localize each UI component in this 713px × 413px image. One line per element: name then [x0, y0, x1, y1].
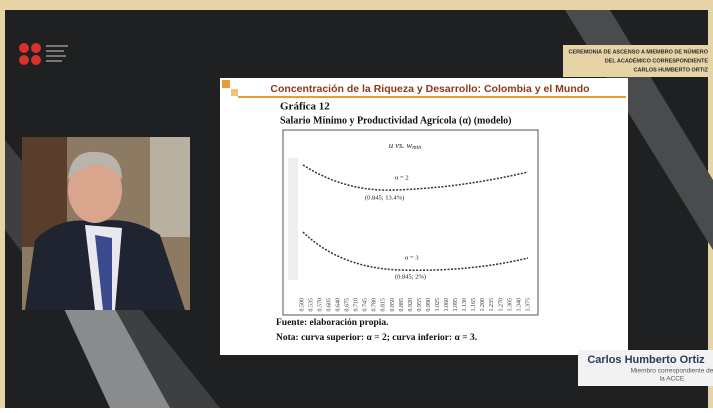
- figure-title: Salario Mínimo y Productividad Agrícola …: [280, 115, 512, 126]
- curve: [302, 231, 529, 271]
- chart-title: u vs. wmin: [389, 140, 421, 151]
- x-tick-label: 0.500: [299, 298, 305, 312]
- speaker-name: Carlos Humberto Ortiz: [587, 354, 705, 366]
- banner: [563, 45, 713, 77]
- banner-line: DEL ACADÉMICO CORRESPONDIENTE: [605, 56, 709, 64]
- slide-header: Concentración de la Riqueza y Desarrollo…: [270, 83, 589, 95]
- annotation: α = 2: [395, 174, 409, 181]
- slide-ornament: [231, 89, 238, 96]
- x-tick-label: 1.270: [498, 298, 504, 312]
- speaker-video: [22, 137, 190, 310]
- x-tick-label: 0.850: [390, 298, 396, 312]
- x-tick-label: 1.375: [525, 298, 531, 312]
- x-tick-label: 0.780: [372, 298, 378, 312]
- note: Nota: curva superior: α = 2; curva infer…: [276, 333, 477, 343]
- stripe: [60, 300, 170, 408]
- annotation: α = 3: [405, 254, 419, 261]
- x-tick-label: 0.990: [426, 298, 432, 312]
- x-tick-label: 0.675: [345, 298, 351, 312]
- x-tick-label: 1.340: [516, 298, 522, 312]
- x-tick-label: 1.200: [480, 298, 486, 312]
- source: Fuente: elaboración propia.: [276, 318, 389, 328]
- annotation: (0.845; 2%): [395, 273, 426, 280]
- x-tick-label: 0.605: [326, 298, 332, 312]
- x-tick-label: 0.955: [417, 298, 423, 312]
- x-tick-label: 1.060: [444, 298, 450, 312]
- banner-line: CEREMONIA DE ASCENSO A MIEMBRO DE NÚMERO: [569, 48, 709, 55]
- speaker-org: la ACCE: [660, 376, 685, 383]
- x-tick-label: 1.025: [435, 298, 441, 312]
- x-tick-label: 1.235: [489, 298, 495, 312]
- x-tick-label: 0.640: [336, 298, 342, 312]
- slide-rule: [238, 96, 626, 98]
- x-tick-label: 1.305: [507, 298, 513, 312]
- x-tick-label: 1.165: [471, 298, 477, 312]
- banner-line: CARLOS HUMBERTO ORTIZ: [634, 67, 709, 73]
- annotation: (0.845; 13.4%): [365, 194, 404, 201]
- x-tick-label: 0.535: [308, 298, 314, 312]
- x-tick-label: 0.745: [363, 298, 369, 312]
- x-tick-label: 1.095: [453, 298, 459, 312]
- slide-ornament: [222, 80, 230, 88]
- x-tick-label: 0.920: [408, 298, 414, 312]
- figure-label: Gráfica 12: [280, 101, 330, 113]
- x-tick-label: 0.710: [354, 298, 360, 312]
- chart-frame: [282, 129, 539, 316]
- nameplate: [578, 350, 713, 386]
- speaker-role: Miembro correspondiente de: [631, 368, 713, 375]
- x-tick-label: 0.815: [381, 298, 387, 312]
- logo: [19, 43, 68, 65]
- x-tick-label: 1.130: [462, 298, 468, 312]
- x-tick-label: 0.885: [399, 298, 405, 312]
- x-labels: 0.500 0.535 0.570 0.605 0.640 0.675 0.710 0.745…: [299, 298, 531, 312]
- x-tick-label: 0.570: [317, 298, 323, 312]
- curve: [302, 164, 529, 191]
- y-tick-labels: [288, 158, 298, 280]
